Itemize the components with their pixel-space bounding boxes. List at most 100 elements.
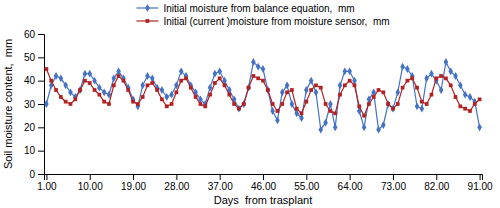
- marker: [54, 88, 58, 92]
- plot: 1.0010.0019.0028.0037.0046.0055.0064.007…: [24, 29, 493, 192]
- marker: [386, 102, 390, 106]
- tick-label: 40: [24, 75, 36, 86]
- marker: [401, 86, 405, 90]
- tick-label: 50: [24, 52, 36, 63]
- tick-label: 64.00: [338, 181, 363, 192]
- tick-label: 20: [24, 122, 36, 133]
- tick: 73.00: [381, 174, 406, 192]
- legend-marker: [145, 4, 150, 12]
- tick-mark: [90, 174, 91, 180]
- marker: [468, 109, 472, 113]
- marker: [377, 88, 381, 92]
- marker: [150, 81, 154, 85]
- marker: [458, 81, 463, 89]
- marker: [319, 86, 323, 90]
- marker: [391, 105, 396, 113]
- marker: [170, 102, 174, 106]
- tick-label: 0: [29, 169, 35, 180]
- tick: 19.00: [121, 174, 146, 192]
- marker: [256, 63, 261, 71]
- marker: [376, 126, 381, 134]
- marker: [338, 93, 342, 97]
- x-axis-title: Days from trasplant: [214, 194, 312, 206]
- marker: [189, 86, 193, 90]
- marker: [92, 77, 97, 85]
- marker: [179, 79, 183, 83]
- marker: [261, 65, 266, 73]
- marker: [112, 83, 116, 87]
- tick: 0: [29, 169, 44, 180]
- marker: [415, 102, 420, 110]
- marker: [448, 67, 453, 75]
- marker: [425, 102, 429, 106]
- marker: [218, 76, 222, 80]
- marker: [117, 74, 121, 78]
- marker: [304, 86, 309, 94]
- tick: 20: [24, 122, 44, 133]
- marker: [439, 86, 444, 94]
- marker: [63, 81, 68, 89]
- marker: [237, 105, 242, 113]
- marker: [318, 126, 323, 134]
- marker: [381, 90, 385, 94]
- marker: [213, 81, 217, 85]
- marker: [256, 76, 260, 80]
- tick: 28.00: [164, 174, 189, 192]
- marker: [372, 95, 376, 99]
- marker: [410, 72, 415, 80]
- chart: 1.0010.0019.0028.0037.0046.0055.0064.007…: [0, 0, 500, 208]
- marker: [242, 102, 246, 106]
- marker: [381, 121, 386, 129]
- marker: [280, 88, 285, 96]
- marker: [184, 76, 188, 80]
- marker: [395, 88, 400, 96]
- marker: [261, 79, 265, 83]
- marker: [367, 102, 371, 106]
- marker: [338, 81, 343, 89]
- marker: [217, 67, 222, 75]
- marker: [285, 81, 290, 89]
- marker: [59, 95, 63, 99]
- tick-label: 28.00: [164, 181, 189, 192]
- marker: [391, 107, 395, 111]
- tick: 10: [24, 145, 44, 156]
- marker: [165, 104, 169, 108]
- tick-mark: [393, 174, 394, 180]
- marker: [454, 95, 458, 99]
- marker: [275, 116, 280, 124]
- marker: [146, 83, 150, 87]
- marker: [247, 86, 251, 90]
- marker: [213, 70, 218, 78]
- tick-mark: [350, 174, 351, 180]
- marker: [463, 107, 467, 111]
- marker: [237, 107, 241, 111]
- marker: [396, 102, 400, 106]
- marker: [420, 105, 425, 113]
- marker: [184, 72, 189, 80]
- marker: [160, 86, 165, 94]
- marker: [348, 79, 352, 83]
- marker: [415, 86, 419, 90]
- tick-mark: [38, 81, 44, 82]
- tick: 1.00: [37, 174, 57, 192]
- tick-mark: [133, 174, 134, 180]
- series: [45, 67, 482, 117]
- tick: 46.00: [251, 174, 276, 192]
- marker: [429, 70, 434, 78]
- tick-label: 10: [24, 145, 36, 156]
- line: [46, 69, 479, 116]
- marker: [271, 102, 275, 106]
- marker: [405, 65, 410, 73]
- tick: 30: [24, 99, 44, 110]
- x-axis: 1.0010.0019.0028.0037.0046.0055.0064.007…: [37, 174, 493, 192]
- marker: [314, 88, 319, 96]
- tick-mark: [38, 57, 44, 58]
- marker: [83, 70, 88, 78]
- marker: [347, 67, 352, 75]
- tick-mark: [480, 174, 481, 180]
- tick-mark: [176, 174, 177, 180]
- marker: [309, 88, 313, 92]
- marker: [453, 72, 458, 80]
- tick-mark: [38, 34, 44, 35]
- marker: [343, 83, 347, 87]
